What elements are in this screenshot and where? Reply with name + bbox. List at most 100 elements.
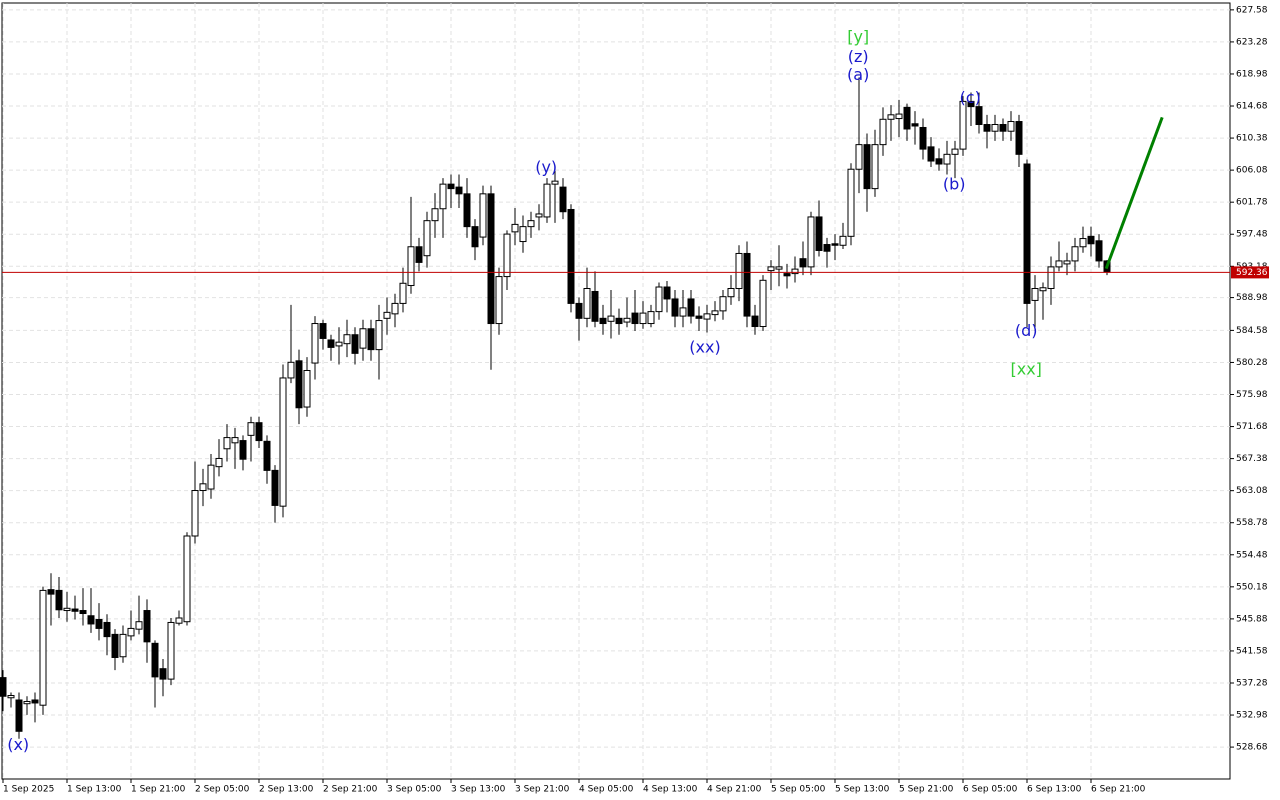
candle-body xyxy=(135,621,143,630)
x-tick-label: 5 Sep 21:00 xyxy=(899,785,954,795)
candle-body xyxy=(655,286,663,313)
candle-body xyxy=(671,298,679,317)
candle-body xyxy=(79,610,87,615)
candle-body xyxy=(615,317,623,325)
candle-body xyxy=(311,323,319,364)
candle-body xyxy=(463,193,471,228)
candle-body xyxy=(799,258,807,268)
candle-body xyxy=(839,235,847,246)
candle-body xyxy=(1007,121,1015,132)
candle-body xyxy=(95,618,103,629)
y-tick-label: 554.48 xyxy=(1236,550,1268,560)
wave-label: (xx) xyxy=(689,338,720,357)
candle-body xyxy=(567,208,575,304)
x-tick-label: 1 Sep 21:00 xyxy=(131,785,186,795)
wave-label: (d) xyxy=(1015,321,1038,340)
candle-body xyxy=(47,589,55,595)
candle-body xyxy=(407,246,415,287)
candle-body xyxy=(775,266,783,270)
candle-body xyxy=(119,633,127,658)
candle-body xyxy=(511,223,519,233)
y-tick-label: 571.68 xyxy=(1236,422,1268,432)
x-tick-label: 1 Sep 13:00 xyxy=(67,785,122,795)
y-tick-label: 588.98 xyxy=(1236,293,1268,303)
candle-body xyxy=(143,610,151,643)
candle-body xyxy=(535,213,543,218)
candle-body xyxy=(967,100,975,108)
y-tick-label: 528.68 xyxy=(1236,743,1268,753)
candle-body xyxy=(111,633,119,658)
candle-body xyxy=(751,315,759,328)
candle-body xyxy=(911,123,919,127)
candle-body xyxy=(215,457,223,468)
candle-body xyxy=(159,668,167,680)
candle-body xyxy=(447,183,455,190)
candle-body xyxy=(647,311,655,325)
y-tick-label: 627.58 xyxy=(1236,5,1268,15)
candle-body xyxy=(231,437,239,444)
candle-body xyxy=(367,328,375,351)
candle-body xyxy=(383,311,391,319)
plot-frame xyxy=(1,2,1231,780)
candle-body xyxy=(63,607,71,612)
y-tick-label: 567.38 xyxy=(1236,454,1268,464)
candle-body xyxy=(263,440,271,471)
candle-body xyxy=(15,699,23,732)
candle-body xyxy=(815,216,823,251)
candle-body xyxy=(199,483,207,492)
candle-body xyxy=(807,216,815,268)
y-tick-label: 606.08 xyxy=(1236,166,1268,176)
candle-body xyxy=(559,186,567,213)
candle-body xyxy=(703,313,711,320)
candle-body xyxy=(887,114,895,120)
candle-body xyxy=(439,183,447,210)
candle-body xyxy=(623,317,631,323)
candle-body xyxy=(855,144,863,170)
candle-body xyxy=(151,642,159,678)
candle-body xyxy=(1095,240,1103,262)
candle-body xyxy=(295,360,303,409)
candle-body xyxy=(639,312,647,325)
candle-body xyxy=(871,144,879,190)
y-tick-label: 558.78 xyxy=(1236,518,1268,528)
candle-body xyxy=(31,699,39,704)
candle-body xyxy=(935,158,943,165)
candle-body xyxy=(687,298,695,317)
candle-body xyxy=(287,361,295,379)
x-tick-label: 4 Sep 21:00 xyxy=(707,785,762,795)
candle-body xyxy=(183,535,191,623)
x-tick-label: 6 Sep 05:00 xyxy=(963,785,1018,795)
price-label-box xyxy=(1231,266,1269,279)
x-tick-label: 5 Sep 05:00 xyxy=(771,785,826,795)
candle-body xyxy=(543,183,551,218)
candle-body xyxy=(207,464,215,490)
candle-body xyxy=(1015,121,1023,155)
candle-body xyxy=(919,126,927,150)
candle-body xyxy=(503,233,511,278)
y-tick-label: 584.58 xyxy=(1236,326,1268,336)
candle-body xyxy=(391,302,399,315)
candle-body xyxy=(279,377,287,507)
candle-body xyxy=(487,193,495,325)
y-tick-label: 601.78 xyxy=(1236,198,1268,208)
candle-body xyxy=(167,621,175,680)
candle-body xyxy=(23,700,31,705)
candle-body xyxy=(1063,260,1071,265)
x-tick-label: 3 Sep 05:00 xyxy=(387,785,442,795)
candle-body xyxy=(175,617,183,624)
candle-body xyxy=(431,208,439,222)
candle-body xyxy=(975,106,983,126)
candle-body xyxy=(903,106,911,130)
candle-body xyxy=(335,341,343,347)
candle-body xyxy=(343,334,351,345)
candle-body xyxy=(1079,238,1087,248)
candle-body xyxy=(591,290,599,322)
x-tick-label: 1 Sep 2025 xyxy=(3,785,54,795)
y-tick-label: 597.48 xyxy=(1236,230,1268,240)
wave-label: (x) xyxy=(7,735,29,754)
candle-body xyxy=(1031,288,1039,301)
candle-body xyxy=(663,286,671,300)
y-tick-label: 537.28 xyxy=(1236,678,1268,688)
candle-body xyxy=(1047,266,1055,290)
